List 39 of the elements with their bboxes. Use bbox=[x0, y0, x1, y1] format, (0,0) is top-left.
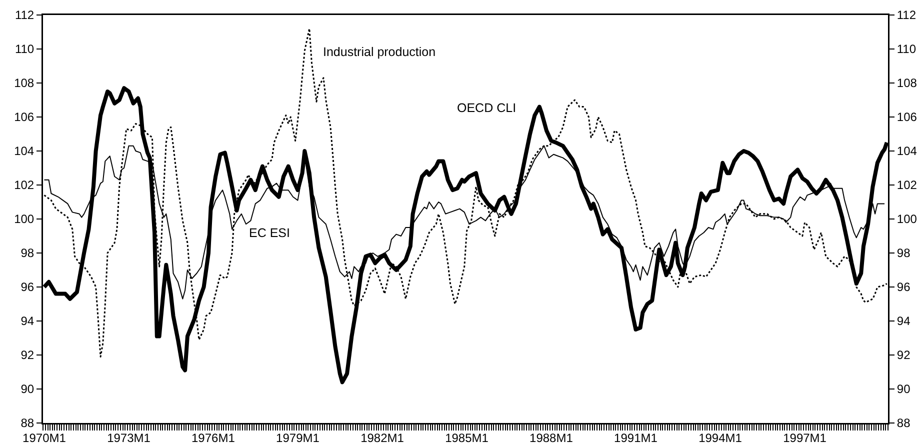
y-tick-label: 112 bbox=[14, 8, 34, 22]
y2-tick-label: 88 bbox=[896, 416, 911, 430]
y2-tick-label: 104 bbox=[896, 144, 918, 158]
x-tick-label: 1997M1 bbox=[783, 430, 827, 445]
y2-tick-label: 110 bbox=[896, 42, 916, 56]
y-tick-label: 92 bbox=[20, 348, 34, 362]
y-tick-label: 94 bbox=[20, 314, 34, 328]
y2-tick-label: 92 bbox=[896, 348, 911, 362]
series-label: OECD CLI bbox=[457, 101, 516, 115]
y-tick-label: 90 bbox=[20, 382, 34, 396]
y2-tick-label: 102 bbox=[896, 178, 918, 192]
y2-tick-label: 98 bbox=[896, 246, 911, 260]
x-tick-label: 1979M1 bbox=[276, 430, 320, 445]
x-tick-label: 1988M1 bbox=[530, 430, 574, 445]
x-tick-label: 1994M1 bbox=[698, 430, 742, 445]
y2-tick-label: 90 bbox=[896, 382, 911, 396]
x-tick-label: 1985M1 bbox=[445, 430, 489, 445]
y2-tick-label: 94 bbox=[896, 314, 911, 328]
x-tick-label: 1970M1 bbox=[22, 430, 66, 445]
y2-tick-label: 108 bbox=[896, 76, 918, 90]
y-tick-label: 88 bbox=[20, 416, 34, 430]
y-tick-label: 98 bbox=[20, 246, 34, 260]
y-tick-label: 102 bbox=[14, 178, 34, 192]
y-tick-label: 110 bbox=[14, 42, 34, 56]
x-tick-label: 1982M1 bbox=[360, 430, 404, 445]
y-tick-label: 96 bbox=[20, 280, 34, 294]
y2-tick-label: 100 bbox=[896, 212, 918, 226]
y2-tick-label: 106 bbox=[896, 110, 918, 124]
x-tick-label: 1976M1 bbox=[192, 430, 236, 445]
series-label: EC ESI bbox=[249, 226, 290, 240]
y-tick-label: 106 bbox=[14, 110, 34, 124]
y-tick-label: 100 bbox=[14, 212, 34, 226]
y2-tick-label: 112 bbox=[896, 8, 916, 22]
x-tick-label: 1991M1 bbox=[614, 430, 658, 445]
y-tick-label: 108 bbox=[14, 76, 34, 90]
x-tick-label: 1973M1 bbox=[107, 430, 151, 445]
series-label: Industrial production bbox=[323, 45, 436, 59]
y-tick-label: 104 bbox=[14, 144, 34, 158]
y2-tick-label: 96 bbox=[896, 280, 911, 294]
